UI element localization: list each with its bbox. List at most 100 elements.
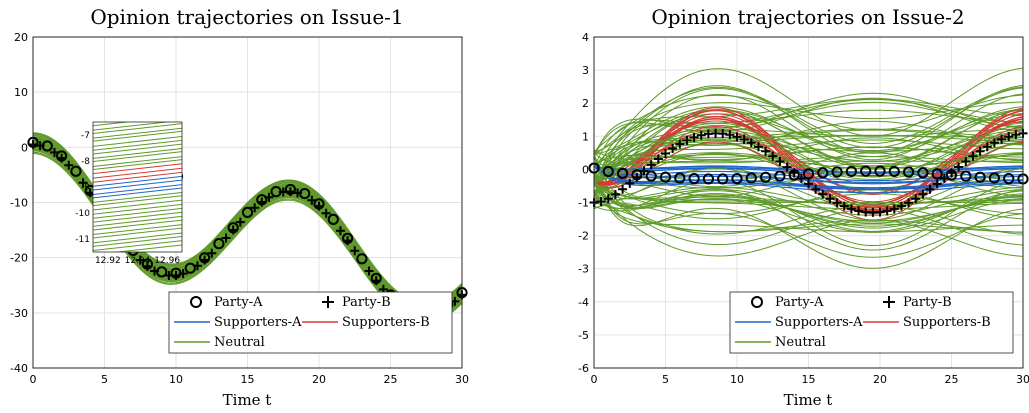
party-a-point bbox=[802, 168, 815, 180]
chart-issue-1: Opinion trajectories on Issue-1 0 5 10 15 20… bbox=[10, 5, 469, 409]
inset-trajectory bbox=[93, 175, 182, 187]
y-tick-label: 2 bbox=[582, 97, 589, 110]
party-b-point bbox=[775, 157, 785, 167]
party-b-point bbox=[696, 130, 706, 140]
neutral-trajectory bbox=[594, 156, 1023, 210]
inset-trajectory bbox=[93, 151, 182, 162]
party-b-point bbox=[761, 146, 771, 156]
neutral-trajectory bbox=[594, 177, 1023, 233]
party-b-point bbox=[968, 151, 978, 161]
party-a-point bbox=[888, 165, 900, 178]
party-b-point bbox=[889, 204, 899, 214]
party-a-point bbox=[299, 187, 311, 200]
inset-trajectory bbox=[93, 179, 182, 191]
inset-trajectory bbox=[93, 191, 182, 203]
inset-plot-area bbox=[93, 122, 182, 252]
x-tick-label: 25 bbox=[945, 373, 959, 386]
party-b-point bbox=[371, 276, 381, 286]
chart-2-tick-labels: 0 5 10 15 20 25 30 -6 -5 -4 -3 -2 -1 0 1 2 3 4 bbox=[578, 31, 1029, 386]
inset-trajectory bbox=[93, 187, 182, 199]
party-a-point bbox=[731, 173, 743, 185]
neutral-trajectory bbox=[594, 182, 1023, 204]
inset-tick-labels: -7 -8 -9 -10 -11 12.92 12.94 12.96 bbox=[75, 131, 180, 266]
neutral-trajectory bbox=[594, 101, 1023, 202]
inset-trajectory bbox=[93, 219, 182, 231]
party-b-point bbox=[639, 166, 649, 176]
neutral-trajectory bbox=[594, 67, 1023, 172]
party-b-point bbox=[782, 162, 792, 172]
party-a-point bbox=[356, 253, 368, 265]
party-b-point bbox=[321, 208, 331, 218]
inset-trajectory bbox=[93, 122, 131, 127]
x-tick-label: 30 bbox=[1016, 373, 1029, 386]
x-tick-label: 20 bbox=[312, 373, 326, 386]
x-tick-label: 30 bbox=[455, 373, 469, 386]
x-tick-label: 0 bbox=[30, 373, 37, 386]
party-a-point bbox=[988, 172, 1001, 184]
party-a-point bbox=[917, 167, 929, 179]
party-a-point bbox=[1003, 173, 1015, 185]
neutral-trajectory bbox=[594, 129, 1023, 183]
x-tick-label: 0 bbox=[591, 373, 598, 386]
party-a-point bbox=[903, 166, 915, 178]
x-tick-label: 10 bbox=[730, 373, 744, 386]
party-b-point bbox=[603, 194, 613, 204]
party-b-point bbox=[918, 189, 928, 199]
party-b-point bbox=[661, 148, 670, 158]
neutral-trajectory bbox=[594, 142, 1023, 205]
chart-1-tick-labels: 0 5 10 15 20 25 30 -40 -30 -20 -10 0 10 20 bbox=[10, 31, 469, 386]
inset-trajectory bbox=[93, 127, 182, 139]
party-b-point bbox=[192, 261, 202, 271]
party-b-point bbox=[618, 184, 628, 194]
inset-y-tick-label: -8 bbox=[81, 157, 90, 167]
party-b-point bbox=[200, 255, 210, 265]
party-b-point bbox=[632, 172, 642, 182]
inset-trajectory bbox=[93, 148, 182, 159]
neutral-trajectory bbox=[594, 182, 1023, 215]
party-a-point bbox=[674, 172, 686, 184]
chart-2-legend: Party-A Party-B Supporters-A Supporters-… bbox=[729, 291, 1014, 354]
inset-trajectory bbox=[93, 184, 182, 195]
y-tick-label: -6 bbox=[578, 362, 589, 375]
y-tick-label: -1 bbox=[578, 197, 589, 210]
party-b-point bbox=[854, 206, 864, 216]
neutral-trajectory bbox=[594, 94, 1023, 153]
party-b-point bbox=[596, 196, 606, 206]
inset-trajectory bbox=[93, 130, 182, 142]
inset-trajectory bbox=[93, 156, 182, 167]
party-a-point bbox=[960, 170, 972, 182]
inset-trajectory bbox=[93, 171, 182, 183]
neutral-trajectory bbox=[594, 97, 1023, 157]
party-b-point bbox=[839, 201, 849, 211]
party-a-point bbox=[70, 165, 82, 177]
legend-2-party-a-marker bbox=[751, 296, 763, 308]
party-b-point bbox=[343, 236, 353, 246]
party-b-point bbox=[314, 201, 324, 211]
party-b-point bbox=[364, 266, 374, 276]
inset-y-tick-label: -10 bbox=[75, 209, 90, 219]
party-b-point bbox=[718, 129, 728, 139]
party-b-point bbox=[142, 261, 152, 271]
inset-trajectory bbox=[93, 203, 182, 215]
party-b-point bbox=[954, 162, 964, 172]
inset-trajectory bbox=[113, 244, 182, 252]
party-b-point bbox=[746, 138, 756, 148]
inset-y-tick-label: -11 bbox=[75, 235, 90, 245]
party-a-point bbox=[41, 140, 53, 152]
y-tick-label: -3 bbox=[578, 263, 589, 276]
inset-y-tick-label: -9 bbox=[81, 183, 90, 193]
party-b-point bbox=[1011, 130, 1021, 140]
inset-trajectory bbox=[93, 232, 182, 244]
party-b-point bbox=[732, 132, 742, 142]
neutral-trajectory bbox=[594, 120, 1023, 183]
neutral-trajectory bbox=[594, 195, 1023, 224]
party-b-point bbox=[285, 187, 295, 197]
party-b-point bbox=[753, 142, 763, 152]
party-b-point bbox=[78, 178, 88, 188]
y-tick-label: -10 bbox=[10, 197, 28, 210]
party-b-point bbox=[610, 189, 620, 199]
party-a-point bbox=[184, 262, 196, 274]
legend-2-supporters-b-label: Supporters-B bbox=[903, 315, 991, 330]
party-b-point bbox=[207, 248, 217, 258]
